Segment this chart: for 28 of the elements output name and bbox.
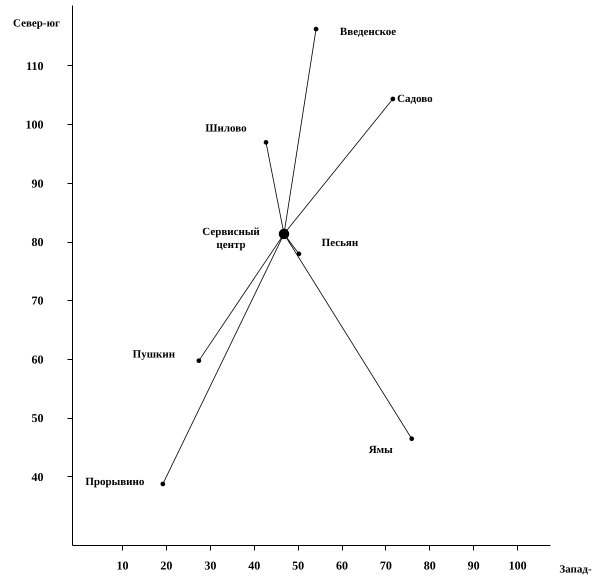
annotation: Песьян bbox=[322, 236, 359, 249]
x-tick-label: 80 bbox=[424, 558, 436, 572]
annotation: Ямы bbox=[368, 444, 394, 456]
y-tick-label: 40 bbox=[32, 470, 44, 484]
x-tick-label: 20 bbox=[160, 558, 172, 572]
x-tick-label: 50 bbox=[292, 558, 304, 572]
y-axis-title: Север-юг bbox=[13, 18, 60, 30]
x-tick-label: 90 bbox=[468, 558, 480, 572]
x-tick-label: 70 bbox=[380, 558, 392, 572]
annotation: Садово bbox=[397, 92, 434, 105]
y-tick-label: 80 bbox=[32, 235, 44, 250]
annotation: Шилово bbox=[205, 122, 248, 134]
annotation: Прорывино bbox=[85, 476, 145, 488]
annotation: Введенское bbox=[340, 26, 396, 38]
y-tick-label: 90 bbox=[32, 176, 44, 190]
y-tick-label: 50 bbox=[32, 411, 44, 426]
x-tick-label: 10 bbox=[116, 558, 129, 572]
x-axis-title: Запад- bbox=[559, 564, 592, 576]
x-tick-label: 30 bbox=[204, 558, 216, 572]
x-tick-label: 100 bbox=[508, 558, 527, 572]
y-tick-label: 60 bbox=[32, 352, 44, 366]
y-tick-label: 100 bbox=[26, 118, 44, 132]
x-tick-label: 40 bbox=[248, 558, 260, 572]
x-tick-label: 60 bbox=[336, 558, 348, 572]
annotation: Сервисный центр bbox=[202, 226, 260, 251]
y-tick-label: 70 bbox=[32, 294, 44, 308]
y-tick-label: 110 bbox=[26, 58, 44, 73]
annotation: Пушкин bbox=[132, 348, 176, 361]
